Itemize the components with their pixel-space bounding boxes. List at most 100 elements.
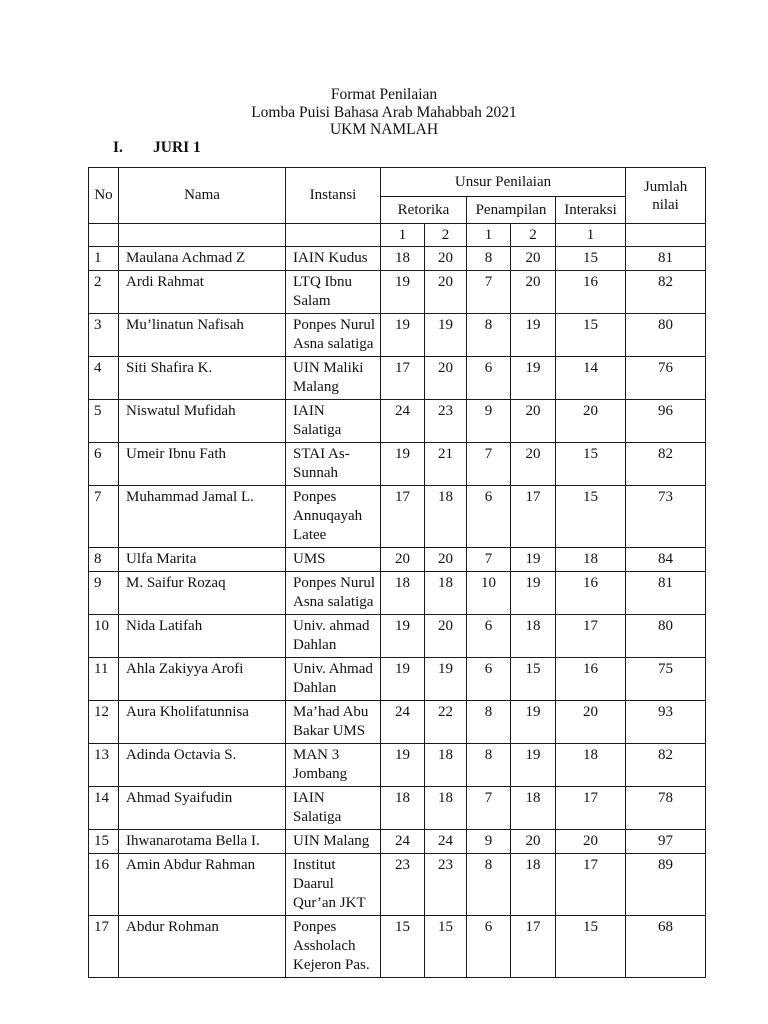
cell-penampilan-1: 7: [466, 786, 511, 830]
cell-nama: Ardi Rahmat: [118, 270, 286, 314]
cell-retorika-1: 19: [380, 313, 425, 357]
cell-retorika-2: 24: [424, 829, 467, 854]
table-row: 6 Umeir Ibnu Fath STAI As-Sunnah 19 21 7 20 15 8…: [88, 442, 707, 486]
cell-no: 6: [88, 442, 119, 486]
cell-no: 1: [88, 246, 119, 271]
header-unsur-penilaian: Unsur Penilaian: [379, 167, 627, 197]
cell-jumlah: 84: [625, 547, 707, 572]
cell-jumlah: 80: [625, 313, 707, 357]
cell-retorika-1: 18: [380, 246, 425, 271]
cell-penampilan-1: 10: [466, 571, 511, 615]
cell-nama: Niswatul Mufidah: [118, 399, 286, 443]
cell-nama: Ulfa Marita: [118, 547, 286, 572]
cell-interaksi-1: 15: [554, 485, 627, 548]
header-sub-penampilan-2: 2: [510, 223, 556, 247]
cell-interaksi-1: 18: [554, 547, 627, 572]
cell-no: 12: [88, 700, 119, 744]
header-empty-instansi: [285, 223, 381, 247]
cell-no: 9: [88, 571, 119, 615]
table-row: 3 Mu’linatun Nafisah Ponpes Nurul Asna sal…: [88, 313, 707, 357]
cell-penampilan-1: 8: [466, 853, 511, 916]
cell-retorika-1: 19: [380, 270, 425, 314]
header-instansi: Instansi: [285, 167, 381, 224]
cell-nama: Aura Kholifatunnisa: [118, 700, 286, 744]
cell-retorika-1: 15: [380, 915, 425, 978]
cell-retorika-2: 21: [424, 442, 467, 486]
title-line-1: Format Penilaian: [330, 86, 438, 103]
table-row: 11 Ahla Zakiyya Arofi Univ. Ahmad Dahlan 19…: [88, 657, 707, 701]
cell-jumlah: 81: [625, 571, 707, 615]
cell-instansi: Ma’had Abu Bakar UMS: [285, 700, 381, 744]
cell-interaksi-1: 16: [554, 571, 627, 615]
score-table: No Nama Instansi Unsur Penilaian Jumlah …: [88, 167, 707, 978]
cell-retorika-2: 18: [424, 786, 467, 830]
cell-penampilan-1: 6: [466, 657, 511, 701]
cell-penampilan-2: 18: [510, 786, 556, 830]
header-no: No: [88, 167, 119, 224]
cell-interaksi-1: 16: [554, 657, 627, 701]
cell-penampilan-1: 6: [466, 356, 511, 400]
cell-instansi: Ponpes Nurul Asna salatiga: [285, 313, 381, 357]
cell-instansi: MAN 3 Jombang: [285, 743, 381, 787]
cell-no: 8: [88, 547, 119, 572]
cell-jumlah: 81: [625, 246, 707, 271]
table-row: 15 Ihwanarotama Bella I. UIN Malang 24 24 9 20…: [88, 829, 707, 854]
cell-instansi: Ponpes Nurul Asna salatiga: [285, 571, 381, 615]
cell-nama: Adinda Octavia S.: [118, 743, 286, 787]
cell-interaksi-1: 15: [554, 915, 627, 978]
cell-nama: Amin Abdur Rahman: [118, 853, 286, 916]
cell-jumlah: 82: [625, 442, 707, 486]
cell-retorika-2: 20: [424, 270, 467, 314]
cell-penampilan-1: 8: [466, 700, 511, 744]
cell-jumlah: 73: [625, 485, 707, 548]
table-row: 10 Nida Latifah Univ. ahmad Dahlan 19 20 6 18 1…: [88, 614, 707, 658]
cell-jumlah: 75: [625, 657, 707, 701]
cell-instansi: Ponpes Annuqayah Latee: [285, 485, 381, 548]
cell-nama: Ahmad Syaifudin: [118, 786, 286, 830]
cell-penampilan-2: 19: [510, 743, 556, 787]
cell-retorika-1: 17: [380, 485, 425, 548]
table-row: 5 Niswatul Mufidah IAIN Salatiga 24 23 9 20 20 9…: [88, 399, 707, 443]
cell-retorika-1: 20: [380, 547, 425, 572]
header-retorika: Retorika: [380, 196, 467, 224]
cell-penampilan-2: 20: [510, 270, 556, 314]
header-empty-nama: [118, 223, 286, 247]
cell-jumlah: 82: [625, 270, 707, 314]
cell-interaksi-1: 17: [554, 614, 627, 658]
cell-no: 4: [88, 356, 119, 400]
cell-retorika-2: 23: [424, 853, 467, 916]
cell-no: 3: [88, 313, 119, 357]
table-row: 2 Ardi Rahmat LTQ Ibnu Salam 19 20 7 20 16 82: [88, 270, 707, 314]
cell-jumlah: 78: [625, 786, 707, 830]
cell-instansi: IAIN Kudus: [285, 246, 381, 271]
cell-retorika-1: 18: [380, 786, 425, 830]
cell-instansi: Univ. Ahmad Dahlan: [285, 657, 381, 701]
cell-retorika-2: 22: [424, 700, 467, 744]
cell-retorika-2: 19: [424, 313, 467, 357]
cell-nama: Abdur Rohman: [118, 915, 286, 978]
cell-jumlah: 93: [625, 700, 707, 744]
header-jumlah-nilai: Jumlah nilai: [625, 167, 707, 224]
cell-nama: Ahla Zakiyya Arofi: [118, 657, 286, 701]
cell-retorika-2: 15: [424, 915, 467, 978]
section-heading: I. JURI 1: [113, 139, 201, 157]
cell-penampilan-2: 15: [510, 657, 556, 701]
cell-penampilan-1: 8: [466, 743, 511, 787]
table-row: 8 Ulfa Marita UMS 20 20 7 19 18 84: [88, 547, 707, 572]
table-row: 4 Siti Shafira K. UIN Maliki Malang 17 20 6 19…: [88, 356, 707, 400]
cell-instansi: IAIN Salatiga: [285, 399, 381, 443]
cell-no: 13: [88, 743, 119, 787]
cell-penampilan-2: 17: [510, 485, 556, 548]
section-label: JURI 1: [153, 139, 201, 156]
cell-penampilan-2: 19: [510, 547, 556, 572]
cell-interaksi-1: 20: [554, 829, 627, 854]
cell-penampilan-1: 8: [466, 313, 511, 357]
cell-interaksi-1: 20: [554, 700, 627, 744]
title-line-2: Lomba Puisi Bahasa Arab Mahabbah 2021: [251, 103, 517, 121]
cell-penampilan-1: 6: [466, 915, 511, 978]
cell-nama: Muhammad Jamal L.: [118, 485, 286, 548]
cell-no: 2: [88, 270, 119, 314]
cell-penampilan-2: 19: [510, 356, 556, 400]
cell-penampilan-1: 7: [466, 547, 511, 572]
cell-instansi: UIN Maliki Malang: [285, 356, 381, 400]
